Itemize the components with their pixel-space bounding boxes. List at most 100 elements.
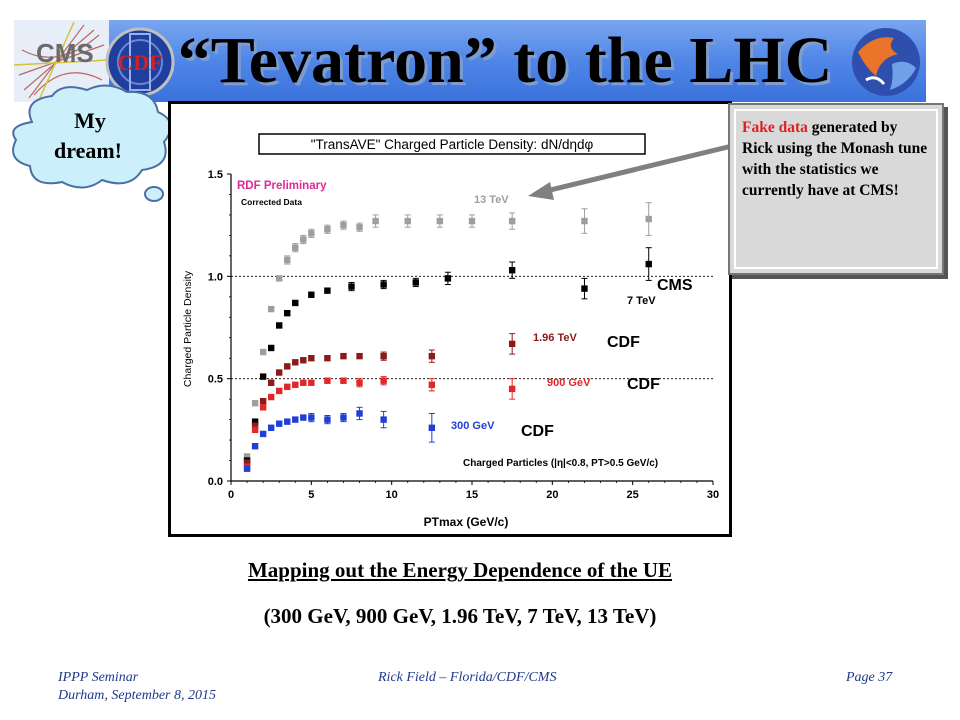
data-point-7-tev	[508, 266, 516, 274]
footer-page: Page 37	[846, 670, 893, 685]
caption-energies: (300 GeV, 900 GeV, 1.96 TeV, 7 TeV, 13 T…	[263, 604, 657, 628]
data-point-900-gev	[300, 379, 307, 386]
footer-author: Rick Field – Florida/CDF/CMS	[378, 670, 557, 685]
experiment-label-cdf: CDF	[521, 423, 554, 440]
cdf-logo: CDF	[105, 27, 175, 97]
data-point-300-gev	[356, 410, 363, 417]
globe-logo	[852, 28, 920, 96]
callout-arrow	[528, 143, 733, 200]
data-point-300-gev	[308, 414, 315, 421]
slide-title: “Tevatron” to the LHC	[177, 24, 833, 97]
data-point-7-tev	[259, 373, 267, 380]
data-point-900-gev	[428, 381, 436, 389]
data-point-1-96-tev	[508, 340, 516, 348]
x-tick-label: 0	[228, 489, 234, 501]
data-point-13-tev	[372, 217, 379, 225]
chart-title: "TransAVE" Charged Particle Density: dN/…	[311, 137, 594, 152]
x-tick-label: 10	[386, 489, 398, 501]
data-point-1-96-tev	[340, 352, 347, 360]
data-point-300-gev	[380, 416, 387, 423]
data-point-13-tev	[251, 400, 259, 407]
corrected-label: Corrected Data	[241, 197, 302, 207]
data-point-7-tev	[308, 291, 315, 298]
data-point-300-gev	[340, 414, 347, 421]
data-point-1-96-tev	[251, 422, 259, 429]
data-point-1-96-tev	[292, 359, 299, 366]
data-point-7-tev	[380, 281, 387, 288]
data-point-900-gev	[267, 393, 275, 401]
data-point-900-gev	[259, 404, 267, 411]
footer-seminar: IPPP Seminar	[58, 670, 139, 685]
data-point-13-tev	[300, 236, 307, 243]
caption-mapping: Mapping out the Energy Dependence of the…	[247, 558, 673, 582]
data-point-1-96-tev	[243, 459, 251, 466]
callout-rest-text: generated by Rick using the Monash tune …	[742, 119, 928, 199]
data-point-900-gev	[508, 385, 516, 393]
data-point-1-96-tev	[284, 363, 291, 370]
chart-title-box	[258, 133, 646, 155]
data-point-300-gev	[243, 465, 251, 472]
chart-frame: "TransAVE" Charged Particle Density: dN/…	[168, 101, 732, 537]
cms-logo: CMS	[14, 20, 109, 102]
chart-plot: "TransAVE" Charged Particle Density: dN/…	[182, 133, 719, 529]
data-point-13-tev	[508, 217, 516, 225]
data-point-13-tev	[581, 217, 588, 225]
data-point-900-gev	[380, 377, 387, 384]
cms-logo-text: CMS	[36, 38, 94, 68]
data-point-300-gev	[276, 420, 283, 427]
data-point-1-96-tev	[276, 369, 283, 376]
experiment-label-cdf: CDF	[627, 376, 660, 393]
series-label-900-gev: 900 GeV	[547, 377, 591, 389]
footer-location: Durham, September 8, 2015	[58, 688, 217, 703]
data-point-300-gev	[284, 418, 291, 425]
thought-line2: dream!	[54, 138, 122, 163]
x-axis-label: PTmax (GeV/c)	[424, 515, 509, 529]
data-marks	[243, 202, 652, 472]
data-point-13-tev	[436, 217, 444, 225]
data-point-7-tev	[276, 322, 283, 329]
x-tick-label: 5	[308, 489, 314, 501]
data-point-300-gev	[300, 414, 307, 421]
series-label-13-tev: 13 TeV	[474, 194, 509, 206]
x-tick-label: 25	[627, 489, 639, 501]
series-label-1-96-tev: 1.96 TeV	[533, 332, 577, 344]
x-tick-label: 20	[546, 489, 558, 501]
data-point-900-gev	[284, 383, 291, 391]
data-point-13-tev	[468, 217, 476, 225]
preliminary-label: RDF Preliminary	[237, 180, 327, 192]
data-point-1-96-tev	[380, 352, 387, 360]
thought-line1: My	[74, 108, 106, 133]
data-point-7-tev	[581, 285, 588, 292]
data-point-7-tev	[645, 260, 652, 268]
data-point-900-gev	[308, 379, 315, 386]
data-point-13-tev	[259, 348, 267, 356]
x-tick-label: 30	[707, 489, 719, 501]
data-point-1-96-tev	[267, 379, 275, 386]
data-point-900-gev	[324, 377, 331, 384]
y-tick-label: 0.5	[208, 374, 223, 386]
data-point-7-tev	[292, 299, 299, 307]
y-tick-label: 1.0	[208, 271, 223, 283]
data-point-13-tev	[308, 230, 315, 237]
data-point-7-tev	[267, 344, 275, 352]
y-tick-label: 0.0	[208, 476, 223, 488]
data-point-13-tev	[324, 226, 331, 233]
data-point-900-gev	[251, 426, 259, 434]
data-point-13-tev	[340, 221, 347, 229]
data-point-7-tev	[444, 275, 452, 282]
data-point-1-96-tev	[356, 352, 363, 360]
y-axis-label: Charged Particle Density	[182, 270, 194, 387]
data-point-900-gev	[292, 381, 299, 389]
data-point-300-gev	[324, 416, 331, 423]
data-point-900-gev	[356, 379, 363, 386]
data-point-900-gev	[340, 377, 347, 384]
data-point-7-tev	[412, 279, 419, 286]
data-point-13-tev	[645, 215, 652, 223]
series-label-7-tev: 7 TeV	[627, 295, 656, 307]
data-point-1-96-tev	[428, 352, 436, 360]
data-point-300-gev	[251, 443, 259, 450]
data-point-7-tev	[284, 309, 291, 317]
data-point-13-tev	[276, 275, 283, 282]
data-point-13-tev	[243, 453, 251, 460]
callout-red-text: Fake data	[742, 119, 808, 136]
